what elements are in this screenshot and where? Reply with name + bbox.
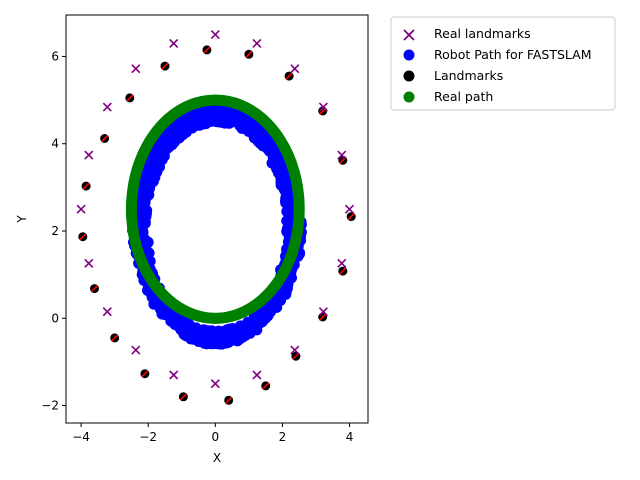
robot-path-point	[236, 122, 248, 134]
legend-green-marker	[403, 91, 415, 103]
legend-frame	[390, 16, 616, 111]
real-landmark-marker	[290, 345, 300, 355]
legend-black-marker	[403, 70, 415, 82]
y-tick-label: 4	[51, 137, 59, 151]
x-axis-label: X	[213, 451, 221, 465]
legend-label-real-landmarks: Real landmarks	[434, 26, 531, 41]
landmark-error-ellipse	[126, 94, 134, 102]
y-axis: −2 0 2 4 6	[41, 49, 66, 413]
real-landmark-marker	[337, 150, 347, 160]
real-landmark-marker	[318, 102, 328, 112]
x-axis: −4 −2 0 2 4	[72, 423, 353, 444]
real-landmark-marker	[102, 307, 112, 317]
real-landmark-marker	[252, 370, 262, 380]
landmark-error-ellipse	[111, 334, 119, 342]
real-landmark-marker	[252, 38, 262, 48]
real-landmark-marker	[337, 258, 347, 268]
landmark-error-ellipse	[262, 382, 270, 390]
y-axis-label: Y	[15, 215, 29, 224]
legend-entry-landmarks: Landmarks	[403, 68, 503, 83]
legend-label-real-path: Real path	[434, 89, 493, 104]
landmarks-series	[78, 45, 356, 405]
landmark-error-ellipse	[90, 285, 99, 293]
real-landmark-marker	[169, 370, 179, 380]
legend-entry-real-landmarks: Real landmarks	[403, 26, 531, 41]
real-landmark-marker	[84, 150, 94, 160]
real-landmark-marker	[290, 64, 300, 74]
y-tick-label: −2	[41, 399, 59, 413]
legend-x-marker	[403, 29, 415, 41]
legend-blue-marker	[403, 49, 415, 61]
landmark-error-ellipse	[319, 313, 327, 321]
real-path-point	[293, 205, 305, 217]
landmark-error-ellipse	[179, 393, 187, 401]
real-landmark-marker	[318, 307, 328, 317]
legend-entry-real-path: Real path	[403, 89, 493, 104]
y-tick-label: 2	[51, 224, 59, 238]
landmark-error-ellipse	[339, 267, 347, 275]
plot-content	[76, 30, 356, 405]
x-tick-label: 0	[212, 430, 220, 444]
real-landmark-marker	[102, 102, 112, 112]
real-landmark-marker	[210, 379, 220, 389]
landmark-error-ellipse	[245, 50, 253, 58]
real-landmark-marker	[210, 30, 220, 40]
real-path-series	[125, 94, 305, 324]
x-tick-label: 2	[279, 430, 287, 444]
x-tick-label: −2	[139, 430, 157, 444]
landmark-error-ellipse	[101, 134, 109, 143]
real-landmark-marker	[131, 345, 141, 355]
y-tick-label: 6	[51, 49, 59, 63]
landmark-error-ellipse	[203, 46, 211, 54]
plot-frame	[65, 14, 369, 424]
landmark-error-ellipse	[82, 182, 90, 190]
real-landmark-marker	[131, 64, 141, 74]
real-landmark-marker	[344, 204, 355, 214]
legend: Real landmarks Robot Path for FASTSLAM L…	[390, 16, 616, 111]
real-landmarks-series	[76, 30, 355, 389]
landmark-error-ellipse	[225, 396, 233, 404]
landmark-error-ellipse	[141, 370, 149, 378]
real-landmark-marker	[169, 38, 179, 48]
real-landmark-marker	[84, 258, 94, 268]
x-tick-label: 4	[346, 430, 354, 444]
legend-label-landmarks: Landmarks	[434, 68, 503, 83]
y-tick-label: 0	[51, 311, 59, 325]
landmark-error-ellipse	[285, 72, 293, 80]
landmark-error-ellipse	[161, 62, 169, 70]
legend-label-robot-path: Robot Path for FASTSLAM	[434, 47, 592, 62]
landmark-error-ellipse	[79, 233, 87, 241]
legend-entry-robot-path: Robot Path for FASTSLAM	[403, 47, 592, 62]
landmark-error-ellipse	[347, 213, 355, 221]
real-landmark-marker	[76, 204, 86, 214]
x-tick-label: −4	[72, 430, 90, 444]
